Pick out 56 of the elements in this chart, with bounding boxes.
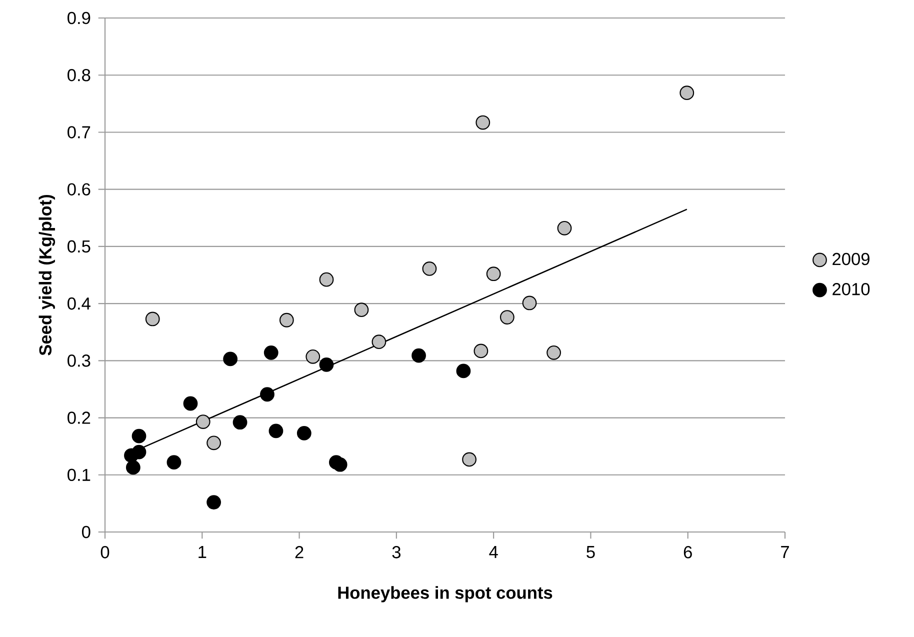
y-tick-label: 0.8 bbox=[68, 68, 90, 82]
y-tick-label: 0.9 bbox=[68, 12, 90, 24]
point bbox=[354, 302, 369, 318]
point bbox=[462, 452, 476, 467]
point bbox=[145, 312, 160, 326]
point bbox=[319, 272, 334, 287]
x-tick-label: 3 bbox=[392, 546, 400, 558]
y-tick-label: 0.4 bbox=[68, 297, 90, 310]
point bbox=[456, 364, 471, 378]
point bbox=[264, 345, 278, 360]
point bbox=[474, 344, 488, 358]
point bbox=[268, 424, 284, 438]
y-tick-label: 0.6 bbox=[68, 183, 90, 196]
point bbox=[166, 455, 182, 470]
y-tick-label: 0.1 bbox=[68, 468, 90, 482]
point bbox=[557, 220, 572, 236]
x-tick-label: 1 bbox=[198, 546, 206, 558]
point bbox=[422, 262, 437, 276]
point bbox=[546, 345, 561, 360]
point bbox=[183, 396, 198, 411]
point bbox=[522, 296, 537, 310]
point bbox=[319, 357, 334, 372]
legend-label: 2010 bbox=[832, 282, 870, 296]
y-tick-label: 0.5 bbox=[68, 240, 90, 253]
point bbox=[126, 460, 140, 475]
point bbox=[132, 444, 146, 460]
point bbox=[372, 334, 386, 350]
y-axis-title: Seed yield (Kg/plot) bbox=[38, 194, 56, 356]
point bbox=[296, 426, 312, 440]
x-tick-label: 4 bbox=[489, 546, 498, 558]
point bbox=[232, 415, 248, 430]
x-tick-label: 5 bbox=[586, 546, 595, 558]
point bbox=[306, 349, 320, 364]
point bbox=[206, 436, 222, 450]
point bbox=[223, 352, 238, 366]
y-tick-label: 0.3 bbox=[68, 354, 90, 367]
x-tick-label: 6 bbox=[684, 546, 692, 558]
point bbox=[206, 495, 222, 510]
point bbox=[500, 310, 514, 324]
point bbox=[196, 414, 210, 429]
y-tick-label: 0.7 bbox=[68, 126, 90, 138]
point bbox=[486, 266, 501, 282]
point bbox=[260, 387, 274, 402]
y-tick-label: 0 bbox=[82, 526, 90, 538]
point bbox=[132, 428, 146, 444]
x-tick-label: 2 bbox=[295, 546, 304, 558]
x-tick-label: 0 bbox=[100, 546, 110, 558]
point bbox=[680, 86, 694, 100]
point bbox=[476, 115, 490, 130]
x-axis-title: Honeybees in spot counts bbox=[338, 586, 552, 602]
point bbox=[332, 457, 348, 472]
point bbox=[412, 348, 426, 363]
point bbox=[279, 312, 294, 328]
legend-label: 2009 bbox=[832, 252, 870, 266]
x-tick-label: 7 bbox=[781, 546, 789, 558]
y-tick-label: 0.2 bbox=[68, 412, 90, 424]
